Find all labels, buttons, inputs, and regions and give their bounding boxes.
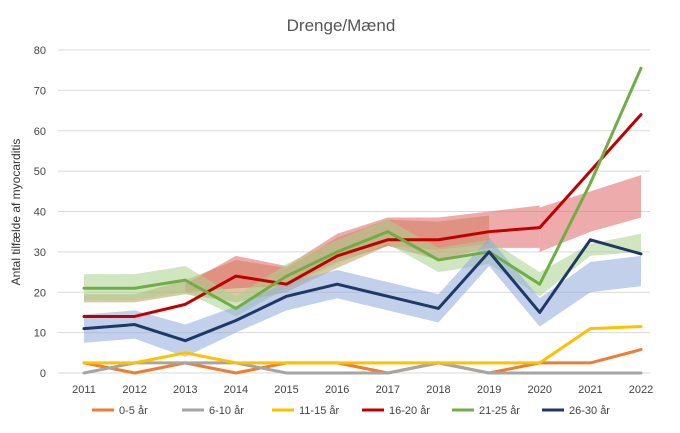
series-line [82, 361, 643, 375]
series-line [82, 325, 643, 365]
series-line [82, 66, 643, 310]
confidence-bands [84, 175, 641, 357]
y-tick-label: 0 [40, 368, 46, 380]
x-tick-label: 2022 [629, 384, 653, 396]
x-tick-label: 2015 [274, 384, 298, 396]
legend-label: 21-25 år [479, 405, 520, 417]
y-tick-label: 70 [34, 85, 46, 97]
axes: 0 10 20 30 40 50 60 70 80 2011 2012 2013 2014 2015 201… [34, 45, 653, 396]
x-tick-label: 2013 [173, 384, 197, 396]
x-tick-label: 2020 [527, 384, 551, 396]
y-tick-label: 50 [34, 166, 46, 178]
y-tick-label: 30 [34, 247, 46, 259]
legend-label: 0-5 år [119, 405, 148, 417]
y-tick-label: 80 [34, 45, 46, 57]
x-tick-label: 2011 [72, 384, 96, 396]
legend-label: 6-10 år [209, 405, 244, 417]
y-tick-label: 40 [34, 207, 46, 219]
legend-label: 16-20 år [389, 405, 430, 417]
x-tick-label: 2014 [224, 384, 248, 396]
x-tick-label: 2012 [122, 384, 146, 396]
legend-label: 26-30 år [569, 405, 610, 417]
x-tick-label: 2017 [376, 384, 400, 396]
chart-title: Drenge/Mænd [287, 16, 396, 35]
confidence-band [84, 219, 641, 317]
legend-label: 11-15 år [299, 405, 339, 417]
y-tick-label: 60 [34, 126, 46, 138]
y-axis-title: Antal tilfælde af myocarditis [9, 139, 23, 286]
series-lines [82, 66, 643, 375]
x-tick-label: 2016 [325, 384, 349, 396]
legend: 0-5 år 6-10 år 11-15 år 16-20 år 21-25 år 26-… [92, 405, 610, 417]
series-line [82, 113, 643, 318]
x-tick-label: 2019 [477, 384, 501, 396]
x-tick-label: 2018 [426, 384, 450, 396]
series-line [82, 238, 643, 343]
x-tick-label: 2021 [578, 384, 602, 396]
y-tick-label: 20 [34, 287, 46, 299]
series-line [82, 348, 643, 375]
y-tick-label: 10 [34, 328, 46, 340]
